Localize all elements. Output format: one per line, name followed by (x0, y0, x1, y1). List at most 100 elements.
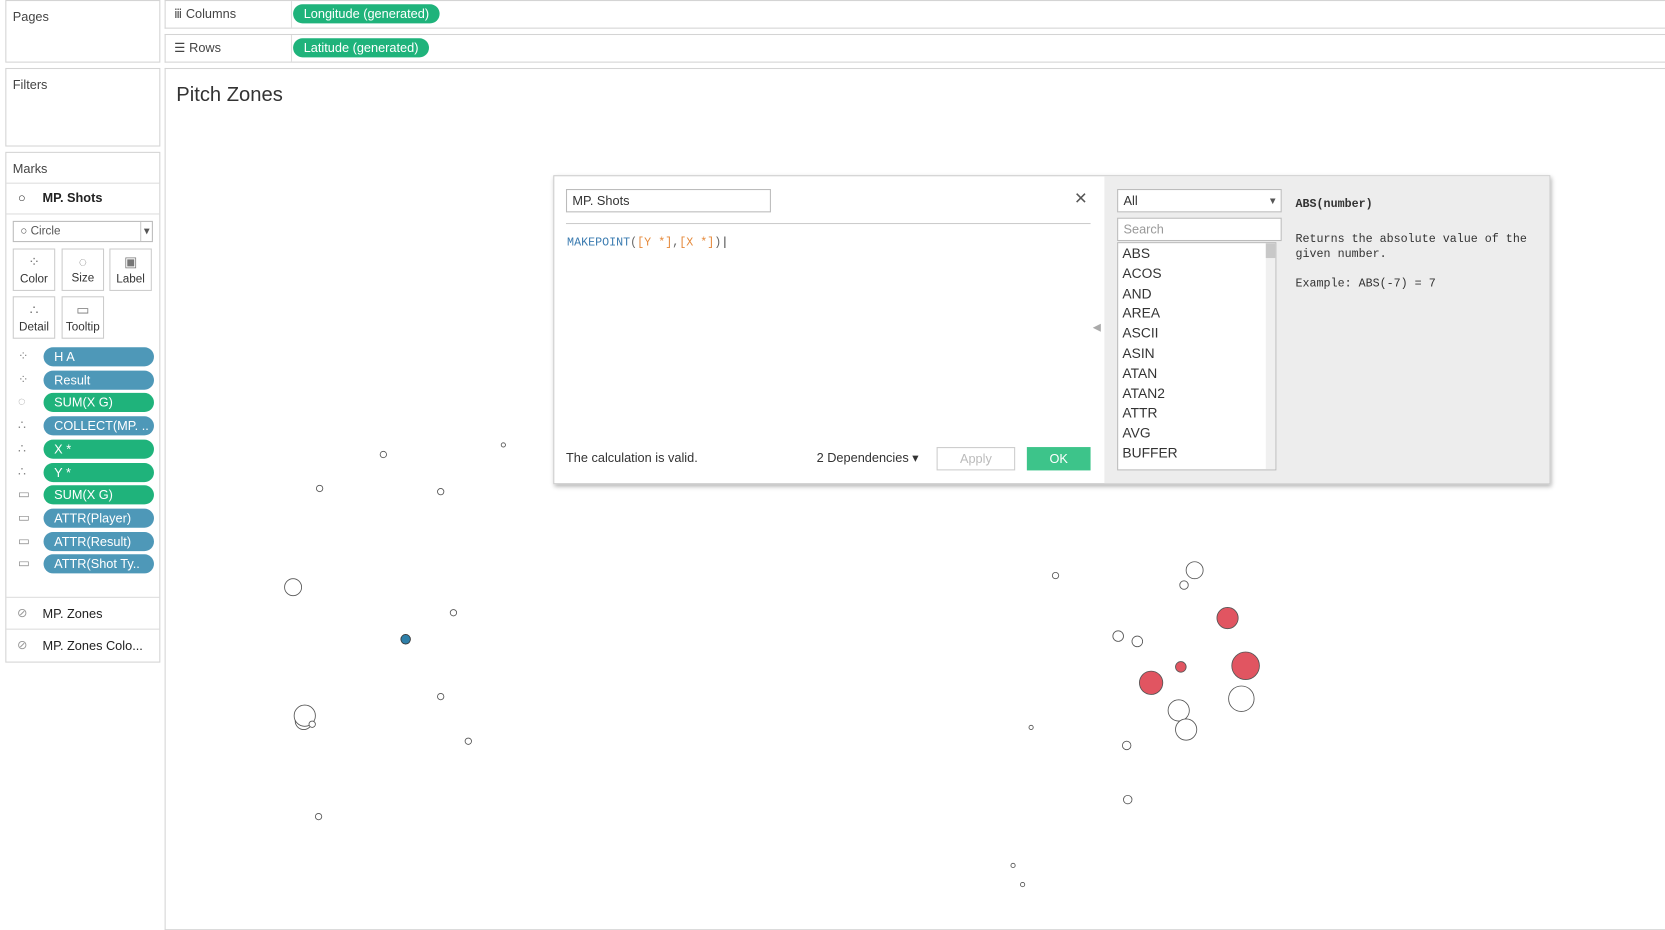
shot-mark (1131, 635, 1144, 648)
function-item[interactable]: BUFFER (1122, 444, 1178, 461)
mark-type-dropdown[interactable]: ○ Circle ▾ (12, 220, 153, 243)
shot-mark (1122, 740, 1132, 751)
shot-mark (1123, 794, 1133, 805)
layer-name[interactable]: MP. Zones Colo... (42, 638, 143, 654)
function-description: Returns the absolute value of the given … (1295, 233, 1527, 262)
field-pill[interactable]: Y * (43, 462, 154, 482)
card-icon: ⁘ (28, 253, 40, 270)
shot-mark (308, 720, 316, 728)
goal-mark (1175, 661, 1187, 673)
mark-card[interactable]: ∴ Detail (12, 296, 56, 339)
mark-card[interactable]: ◌ Size (61, 248, 105, 291)
goal-mark (1231, 651, 1260, 681)
field-pill[interactable]: H A (43, 347, 154, 367)
shot-mark (449, 609, 458, 617)
layer-name[interactable]: MP. Shots (42, 190, 103, 205)
mark-card[interactable]: ▭ Tooltip (61, 296, 105, 339)
function-item[interactable]: AREA (1122, 305, 1161, 322)
card-icon: ▭ (76, 301, 90, 318)
field-pill[interactable]: ATTR(Result) (43, 531, 154, 551)
card-label: Label (116, 272, 145, 286)
function-item[interactable]: ABS (1122, 245, 1151, 262)
pages-label: Pages (12, 9, 49, 25)
card-label: Tooltip (65, 320, 100, 334)
shot-mark (1179, 580, 1189, 590)
hidden-icon: ⊘ (16, 637, 28, 653)
card-icon: ▣ (124, 253, 138, 270)
function-item[interactable]: ATAN (1122, 365, 1158, 382)
formula-token: [X *] (679, 236, 715, 250)
field-pill[interactable]: Result (43, 370, 154, 390)
hidden-icon: ⊘ (16, 605, 28, 621)
formula-token: [Y *] (637, 236, 673, 250)
field-pill[interactable]: SUM(X G) (43, 485, 154, 505)
function-signature: ABS(number) (1295, 198, 1373, 212)
function-item[interactable]: AVG (1122, 424, 1151, 441)
function-item[interactable]: ASIN (1122, 345, 1155, 362)
field-pill[interactable]: COLLECT(MP. .. (43, 416, 154, 436)
pill-icon: ⁘ (18, 371, 29, 387)
goal-mark (1216, 606, 1239, 630)
field-pill[interactable]: ATTR(Player) (43, 508, 154, 528)
rows-label: ☰ Rows (174, 40, 221, 56)
calc-name-input[interactable]: MP. Shots (565, 189, 771, 213)
goal-mark (1138, 670, 1164, 695)
function-search[interactable]: Search (1117, 217, 1282, 242)
field-pill[interactable]: ATTR(Shot Ty.. (43, 554, 154, 574)
dependencies[interactable]: 2 Dependencies ▾ (816, 450, 919, 466)
pill-icon: ◌ (18, 394, 26, 410)
rows-pill[interactable]: Latitude (generated) (293, 38, 430, 58)
function-filter[interactable]: All ▼ (1117, 189, 1282, 213)
shot-mark (1175, 718, 1198, 741)
function-item[interactable]: ACOS (1122, 265, 1162, 282)
function-item[interactable]: AND (1122, 285, 1152, 302)
mark-card[interactable]: ⁘ Color (12, 248, 56, 291)
formula[interactable]: MAKEPOINT([Y *],[X *])| (567, 236, 729, 250)
field-pill[interactable]: X * (43, 439, 154, 459)
formula-token: , (672, 236, 680, 250)
formula-token: MAKEPOINT (567, 236, 631, 250)
shot-mark (1228, 685, 1255, 712)
filter-text: All (1123, 193, 1138, 209)
shot-mark (379, 450, 387, 459)
card-icon: ∴ (29, 301, 39, 318)
shot-mark (437, 692, 445, 701)
pages-shelf: Pages (5, 0, 161, 63)
collapse-arrow[interactable]: ◀ (1092, 321, 1101, 334)
shot-mark (437, 488, 445, 496)
function-item[interactable]: ASCII (1122, 325, 1159, 342)
sheet-title: Pitch Zones (176, 83, 283, 107)
map (284, 442, 1260, 888)
shot-mark (1185, 561, 1204, 580)
shot-mark (1051, 571, 1060, 580)
shot-mark (314, 812, 323, 821)
status: The calculation is valid. (565, 450, 698, 466)
columns-shelf: ⅲ Columns Longitude (generated) (164, 0, 1665, 29)
function-list: ABS ACOS AND AREA ASCII ASIN ATAN ATAN2 ATTR AVG B… (1117, 242, 1277, 471)
field-pill[interactable]: SUM(X G) (43, 393, 154, 413)
pill-icon: ∴ (18, 463, 27, 479)
layer-icon: ○ (18, 190, 26, 205)
shot-mark (400, 634, 411, 645)
formula-token: ( (630, 236, 638, 250)
columns-pill[interactable]: Longitude (generated) (293, 4, 440, 24)
rows-shelf: ☰ Rows Latitude (generated) (164, 33, 1665, 63)
layer-name[interactable]: MP. Zones (42, 606, 103, 622)
mark-card[interactable]: ▣ Label (109, 248, 152, 291)
function-item[interactable]: ATAN2 (1122, 385, 1165, 401)
filters-shelf: Filters (5, 67, 161, 147)
rows-text: Rows (189, 40, 221, 56)
pill-icon: ▭ (18, 486, 31, 502)
ok-button[interactable]: OK (1026, 447, 1091, 471)
pill-icon: ▭ (18, 509, 31, 525)
pill-icon: ⁘ (18, 348, 29, 364)
shot-mark (284, 578, 303, 597)
apply-button[interactable]: Apply (936, 447, 1016, 471)
shot-mark (1112, 630, 1124, 642)
function-example: Example: ABS(-7) = 7 (1295, 278, 1436, 291)
card-label: Size (71, 271, 95, 285)
function-item[interactable]: ATTR (1122, 404, 1158, 421)
close-button[interactable]: × (1074, 186, 1088, 211)
card-label: Detail (19, 320, 49, 334)
